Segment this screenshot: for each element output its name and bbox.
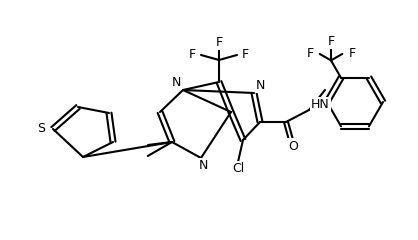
- Text: N: N: [256, 79, 265, 92]
- Text: N: N: [198, 159, 208, 172]
- Text: F: F: [348, 48, 355, 60]
- Text: Cl: Cl: [232, 162, 244, 175]
- Text: F: F: [215, 36, 222, 48]
- Text: HN: HN: [311, 98, 330, 112]
- Text: F: F: [327, 35, 334, 48]
- Text: N: N: [172, 76, 181, 89]
- Text: S: S: [37, 122, 45, 136]
- Text: O: O: [288, 139, 298, 152]
- Text: F: F: [242, 48, 249, 61]
- Text: F: F: [189, 48, 196, 61]
- Text: F: F: [307, 48, 314, 60]
